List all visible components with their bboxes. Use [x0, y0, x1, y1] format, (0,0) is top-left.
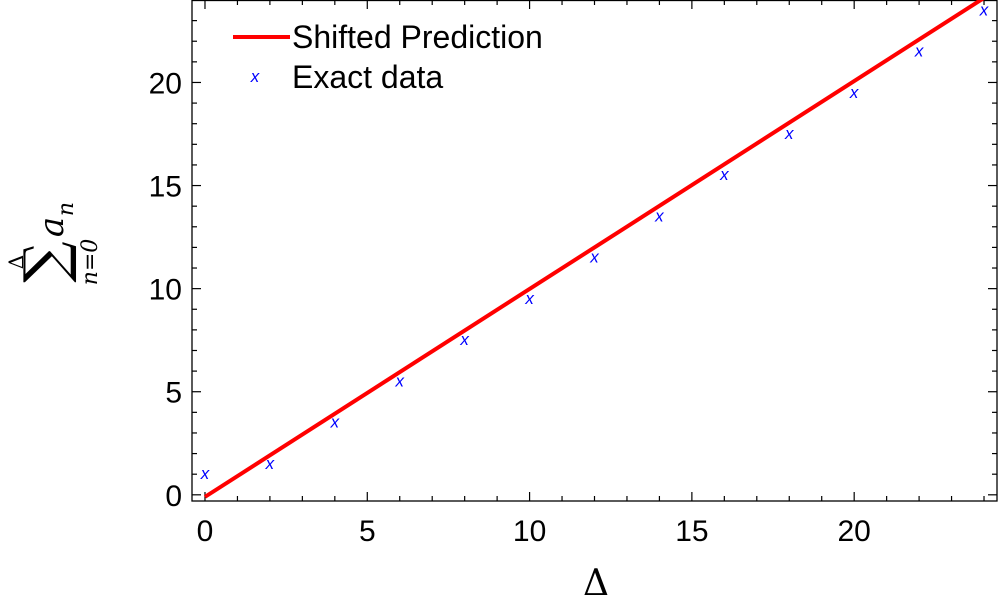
y-tick-labels: 0 5 10 15 20	[149, 67, 182, 512]
series-layer: x x x x x x x x x x x x x	[200, 0, 989, 499]
data-point-exact: x	[589, 248, 599, 267]
x-tick-label: 20	[837, 515, 870, 548]
x-axis-label: Δ	[583, 563, 609, 604]
data-point-exact: x	[394, 371, 404, 390]
data-point-exact: x	[524, 289, 534, 308]
data-point-exact: x	[849, 83, 859, 102]
x-tick-label: 0	[197, 515, 214, 548]
y-tick-label: 10	[149, 274, 182, 307]
legend-label-shifted-prediction: Shifted Prediction	[292, 19, 543, 55]
data-point-exact: x	[265, 454, 275, 473]
x-tick-label: 5	[359, 515, 376, 548]
y-label-sum-symbol: ∑	[11, 241, 79, 282]
data-point-exact: x	[459, 330, 469, 349]
y-label-term-subscript: n	[54, 202, 79, 216]
series-line-shifted-prediction	[203, 0, 985, 499]
y-label-lower-limit: n=0	[78, 239, 103, 286]
y-tick-label: 5	[165, 377, 182, 410]
x-tick-label: 10	[513, 515, 546, 548]
y-axis-label: Δ ∑ a n n=0	[4, 202, 103, 285]
y-tick-label: 15	[149, 171, 182, 204]
x-tick-label: 15	[675, 515, 708, 548]
y-tick-label: 20	[149, 67, 182, 100]
data-point-exact: x	[784, 124, 794, 143]
data-point-exact: x	[719, 165, 729, 184]
data-point-exact: x	[979, 0, 989, 19]
data-point-exact: x	[200, 464, 210, 483]
y-label-upper-limit: Δ	[4, 255, 28, 269]
data-point-exact: x	[654, 206, 664, 225]
data-point-exact: x	[330, 413, 340, 432]
legend: Shifted Prediction x Exact data	[233, 19, 543, 95]
legend-marker-swatch: x	[250, 67, 260, 86]
axis-ticks	[192, 0, 997, 501]
y-label-term: a	[32, 217, 72, 237]
data-point-exact: x	[914, 42, 924, 61]
legend-label-exact-data: Exact data	[292, 59, 443, 95]
y-tick-label: 0	[165, 480, 182, 513]
x-tick-labels: 0 5 10 15 20	[197, 515, 871, 548]
